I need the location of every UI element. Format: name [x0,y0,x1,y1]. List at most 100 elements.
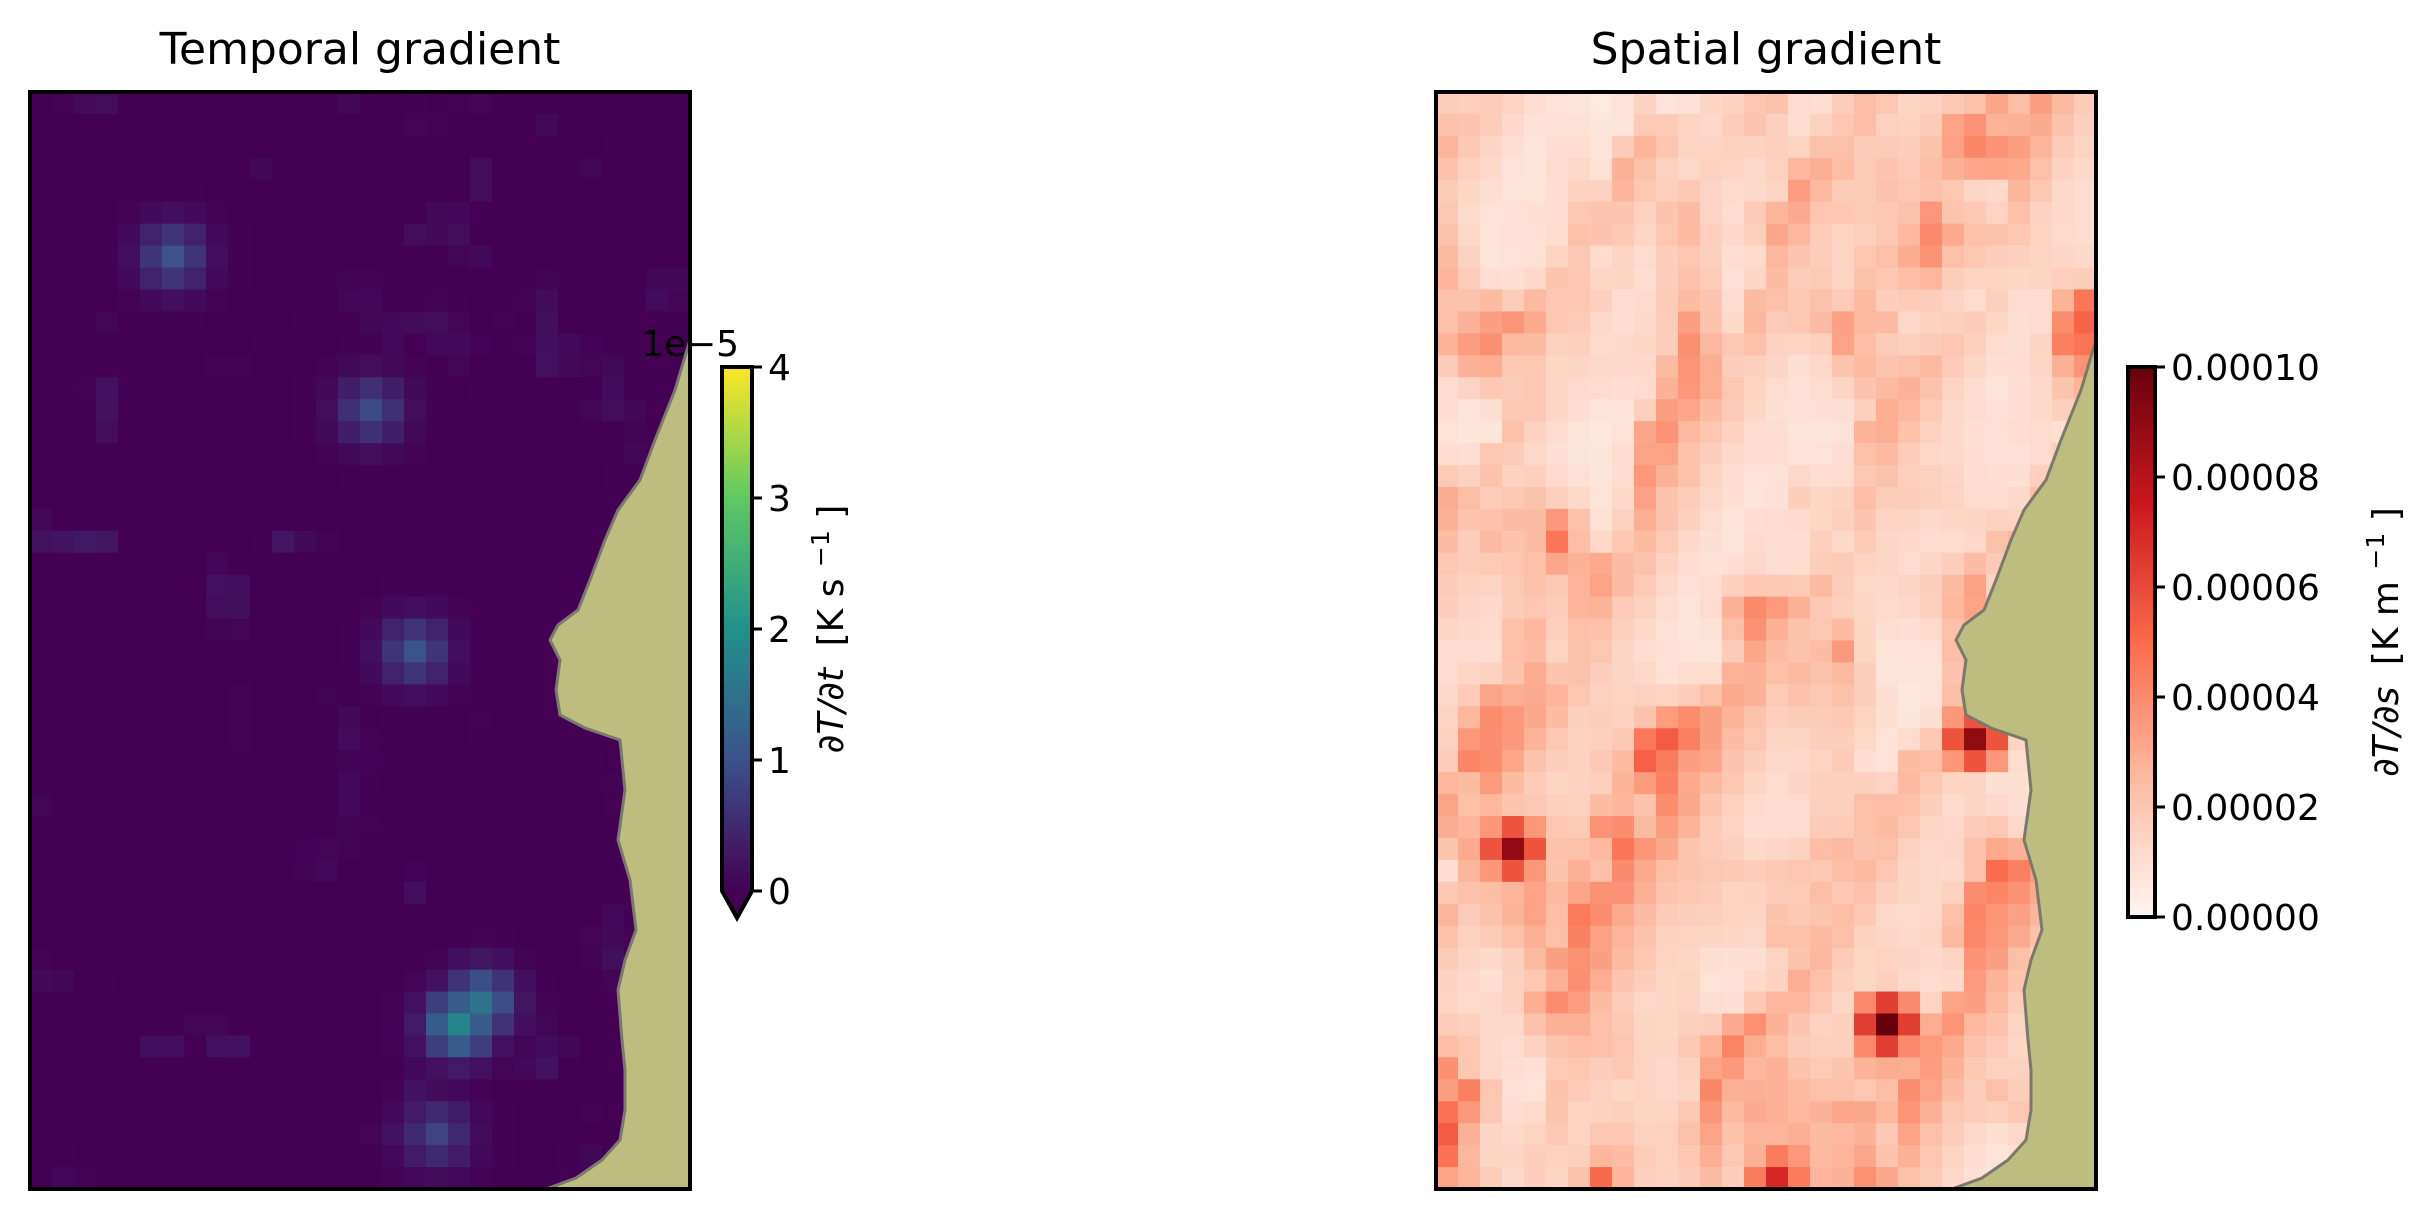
heatmap-cell [184,179,207,203]
heatmap-cell [426,881,449,905]
heatmap-cell [1722,1101,1745,1124]
heatmap-cell [624,443,647,466]
heatmap-cell [118,552,141,576]
heatmap-cell [272,201,295,225]
heatmap-cell [162,1145,185,1168]
heatmap-cell [1942,245,1965,269]
heatmap-cell [1854,816,1877,839]
heatmap-cell [52,662,75,685]
heatmap-cell [228,969,251,993]
heatmap-cell [1744,750,1767,773]
heatmap-cell [96,508,119,532]
heatmap-cell [1854,881,1877,905]
heatmap-cell [404,355,427,378]
heatmap-cell [1744,289,1767,312]
heatmap-cell [1832,377,1855,400]
heatmap-cell [1590,816,1613,839]
heatmap-cell [1766,816,1789,839]
heatmap-cell [1524,508,1547,532]
heatmap-cell [1524,289,1547,312]
heatmap-cell [250,530,273,554]
heatmap-cell [514,728,537,751]
spatial-axes-frame [1434,90,2098,1191]
heatmap-cell [1436,947,1459,971]
heatmap-cell [1458,464,1481,488]
heatmap-cell [162,706,185,729]
heatmap-cell [30,816,53,839]
heatmap-cell [1502,1145,1525,1168]
heatmap-cell [272,92,295,115]
heatmap-cell [30,991,53,1015]
heatmap-cell [382,1101,405,1124]
heatmap-cell [2008,881,2031,905]
heatmap-cell [1458,772,1481,795]
heatmap-cell [1810,837,1833,861]
heatmap-cell [1722,289,1745,312]
heatmap-cell [558,311,581,334]
heatmap-cell [250,267,273,291]
heatmap-cell [470,333,493,356]
heatmap-cell [514,355,537,378]
heatmap-cell [1744,881,1767,905]
heatmap-cell [250,969,273,993]
heatmap-cell [228,991,251,1015]
heatmap-cell [1854,728,1877,751]
heatmap-cell [1700,421,1723,444]
heatmap-cell [272,728,295,751]
heatmap-cell [52,267,75,291]
heatmap-cell [250,1123,273,1146]
heatmap-cell [2030,377,2053,400]
heatmap-cell [382,179,405,203]
heatmap-cell [382,355,405,378]
heatmap-cell [1436,969,1459,993]
heatmap-cell [382,377,405,400]
heatmap-cell [338,662,361,685]
heatmap-cell [1920,464,1943,488]
heatmap-cell [448,662,471,685]
heatmap-cell [1502,311,1525,334]
heatmap-cell [448,1079,471,1102]
heatmap-cell [96,443,119,466]
heatmap-cell [1502,640,1525,664]
heatmap-cell [580,267,603,291]
heatmap-cell [1634,1079,1657,1102]
heatmap-cell [118,179,141,203]
heatmap-cell [1568,618,1591,642]
heatmap-cell [1722,355,1745,378]
heatmap-cell [1876,640,1899,664]
heatmap-cell [338,92,361,115]
heatmap-cell [140,530,163,554]
heatmap-cell [316,552,339,576]
heatmap-cell [1898,92,1921,115]
heatmap-cell [162,1013,185,1037]
heatmap-cell [1568,991,1591,1015]
heatmap-cell [646,135,669,159]
heatmap-cell [1964,333,1987,356]
heatmap-cell [1568,245,1591,269]
heatmap-cell [1920,311,1943,334]
heatmap-cell [1876,267,1899,291]
heatmap-cell [1722,1057,1745,1080]
heatmap-cell [1436,816,1459,839]
heatmap-cell [492,750,515,773]
heatmap-cell [536,377,559,400]
heatmap-cell [1766,1079,1789,1102]
heatmap-cell [338,772,361,795]
heatmap-cell [1568,179,1591,203]
heatmap-cell [1700,1145,1723,1168]
heatmap-cell [1722,684,1745,707]
heatmap-cell [184,530,207,554]
heatmap-cell [1546,113,1569,137]
heatmap-cell [1546,728,1569,751]
heatmap-cell [1458,179,1481,203]
heatmap-cell [1436,421,1459,444]
heatmap-cell [140,1057,163,1080]
heatmap-cell [448,1013,471,1037]
heatmap-cell [1590,837,1613,861]
heatmap-cell [536,267,559,291]
heatmap-cell [1832,640,1855,664]
heatmap-cell [1854,859,1877,883]
heatmap-cell [228,706,251,729]
heatmap-cell [1942,179,1965,203]
heatmap-cell [1700,530,1723,554]
